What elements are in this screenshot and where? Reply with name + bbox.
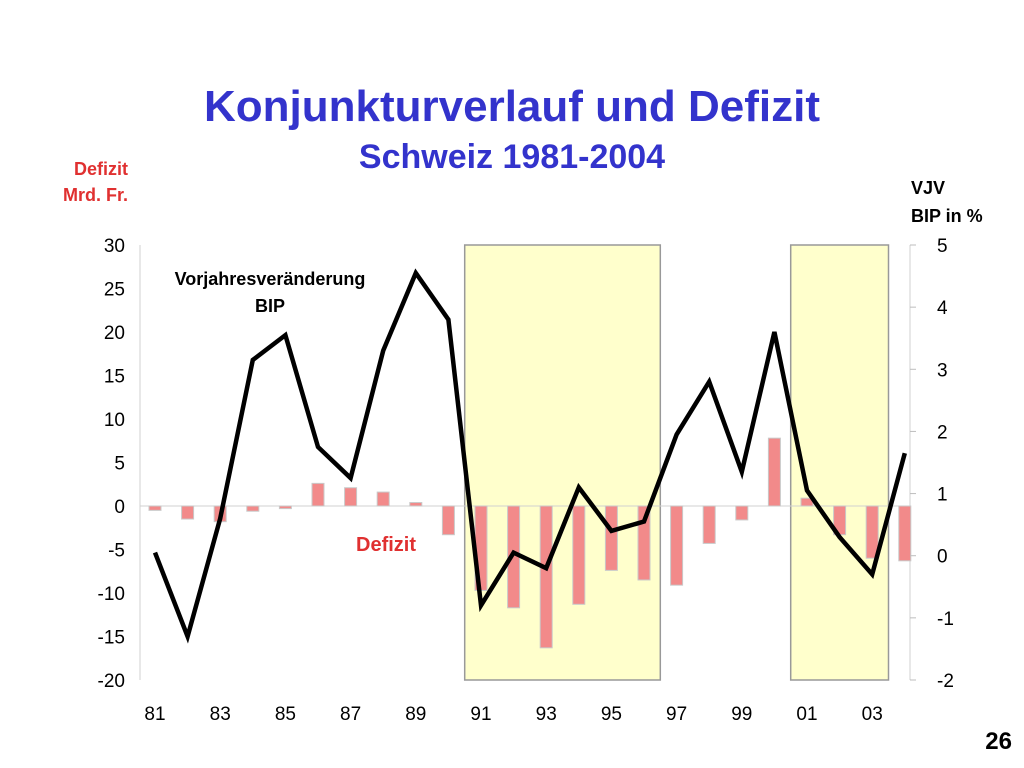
x-tick-label: 93	[536, 704, 557, 725]
x-tick-label: 95	[601, 704, 622, 725]
right-tick-label: -1	[937, 609, 954, 630]
x-tick-label: 03	[862, 704, 883, 725]
x-tick-label: 83	[210, 704, 231, 725]
recession-shade	[463, 244, 662, 681]
line-bip	[152, 268, 907, 644]
chart-subtitle: Schweiz 1981-2004	[358, 138, 666, 176]
line-series-annotation: BIP	[255, 296, 285, 316]
bar-defizit	[539, 505, 553, 649]
bar-defizit	[898, 505, 912, 562]
bar-defizit	[735, 505, 749, 521]
x-tick-label: 99	[731, 704, 752, 725]
right-tick-label: 2	[937, 422, 948, 443]
x-tick-label: 97	[666, 704, 687, 725]
bar-defizit	[409, 502, 423, 507]
left-tick-label: -20	[98, 671, 125, 692]
bar-series-defizit	[148, 437, 912, 649]
x-tick-label: 01	[796, 704, 817, 725]
right-axis-title-line: VJV	[911, 178, 946, 198]
x-tick-label: 85	[275, 704, 296, 725]
bar-defizit	[572, 505, 586, 605]
recession-shade	[789, 244, 890, 681]
right-tick-label: 0	[937, 547, 948, 568]
bar-defizit	[767, 437, 781, 507]
right-tick-label: 1	[937, 485, 948, 506]
bar-defizit	[181, 505, 195, 520]
x-tick-label: 89	[405, 704, 426, 725]
bar-defizit	[865, 505, 879, 559]
left-tick-label: 30	[104, 236, 125, 257]
left-tick-label: 15	[104, 367, 125, 388]
bar-defizit	[441, 505, 455, 536]
page-number: 26	[985, 728, 1012, 755]
axes-group	[139, 245, 911, 680]
left-tick-label: 5	[114, 454, 125, 475]
x-tick-label: 87	[340, 704, 361, 725]
left-tick-label: -15	[98, 628, 125, 649]
left-axis-title-line: Mrd. Fr.	[62, 185, 128, 205]
left-tick-label: -5	[108, 541, 125, 562]
left-tick-label: 25	[104, 280, 125, 301]
bar-series-annotation: Defizit	[356, 534, 416, 556]
line-series-annotation: Vorjahresveränderung	[175, 269, 366, 289]
x-tick-label: 81	[144, 704, 165, 725]
chart-title: Konjunkturverlauf und Defizit	[204, 82, 820, 131]
bar-defizit	[278, 505, 292, 510]
left-tick-label: 0	[114, 497, 125, 518]
left-tick-label: 20	[104, 323, 125, 344]
left-axis-title-line: Defizit	[74, 159, 128, 179]
left-tick-label: -10	[98, 584, 125, 605]
right-tick-label: 3	[937, 360, 948, 381]
bar-defizit	[344, 487, 358, 507]
bar-defizit	[376, 491, 390, 507]
right-tick-label: 4	[937, 298, 948, 319]
x-tick-label: 91	[470, 704, 491, 725]
right-axis-title-line: BIP in %	[911, 206, 983, 226]
recession-shading-group	[463, 244, 890, 681]
right-axis-title: VJV BIP in %	[911, 174, 983, 230]
bar-defizit	[148, 505, 162, 511]
line-series-bip	[152, 268, 907, 644]
right-tick-label: -2	[937, 671, 954, 692]
bar-defizit	[311, 482, 325, 507]
bar-defizit	[604, 505, 618, 571]
bar-defizit	[246, 505, 260, 512]
bar-defizit	[670, 505, 684, 586]
right-tick-label: 5	[937, 236, 948, 257]
left-tick-label: 10	[104, 410, 125, 431]
bar-defizit	[702, 505, 716, 544]
left-axis-title: Defizit Mrd. Fr.	[63, 156, 128, 208]
